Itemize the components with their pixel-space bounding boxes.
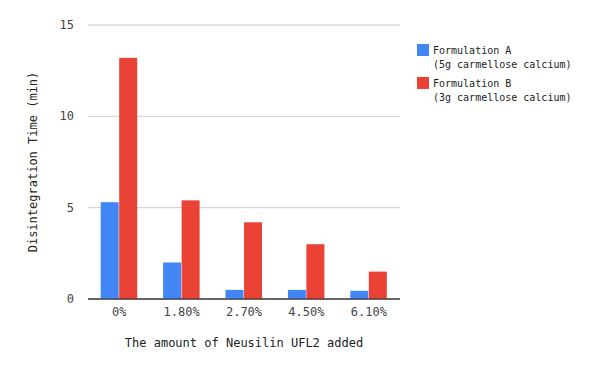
chart-svg: 0 5 10 15 0% 1.80% 2.70% 4.50% 6.10% The amount o… (0, 0, 600, 371)
bar (226, 290, 244, 299)
bar (306, 244, 324, 299)
grid-line (88, 299, 400, 300)
x-axis-line (88, 299, 400, 300)
bar (163, 262, 181, 299)
x-tick-label: 4.50% (288, 305, 325, 319)
legend-swatch (417, 77, 429, 89)
x-axis-label: The amount of Neusilin UFL2 added (125, 336, 363, 350)
x-tick-label: 1.80% (164, 305, 201, 319)
y-tick-label: 15 (60, 18, 74, 32)
y-tick-label: 10 (60, 109, 74, 123)
bar (119, 58, 137, 299)
bar (101, 202, 119, 299)
x-tick-label: 0% (112, 305, 127, 319)
y-tick-label: 5 (67, 201, 74, 215)
bar (369, 272, 387, 299)
bar (288, 290, 306, 299)
x-tick-label: 2.70% (226, 305, 263, 319)
y-axis-label: Disintegration Time (min) (26, 72, 40, 253)
bar (350, 291, 368, 299)
bars (101, 58, 387, 299)
legend-swatch (417, 44, 429, 56)
bar (182, 200, 200, 299)
chart-container: 0 5 10 15 0% 1.80% 2.70% 4.50% 6.10% The amount o… (0, 0, 600, 371)
y-tick-label: 0 (67, 292, 74, 306)
grid-line (88, 25, 400, 26)
bar (244, 222, 262, 299)
legend-label: Formulation B(3g carmellose calcium) (433, 78, 571, 103)
x-tick-label: 6.10% (351, 305, 388, 319)
legend-label: Formulation A(5g carmellose calcium) (433, 45, 571, 70)
